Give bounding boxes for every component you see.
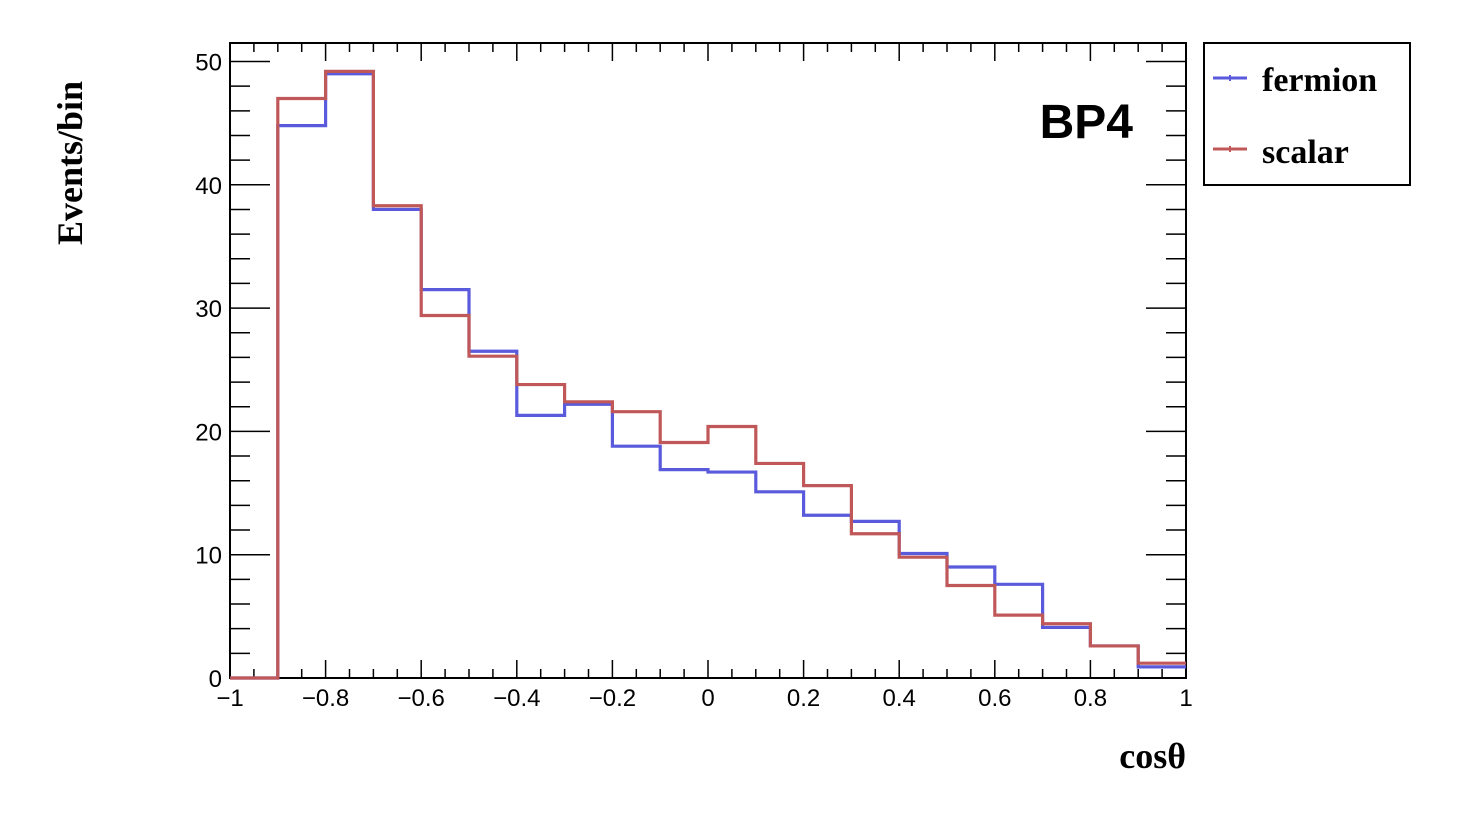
y-tick-label: 50 [195, 49, 222, 76]
annotation-label: BP4 [1040, 96, 1134, 149]
legend: fermion scalar [1203, 42, 1411, 186]
series-line-scalar [230, 69, 1186, 680]
legend-label-scalar: scalar [1262, 134, 1349, 171]
legend-label-fermion: fermion [1262, 62, 1377, 99]
x-tick-label: −1 [216, 685, 243, 712]
y-tick-label: 10 [195, 543, 222, 570]
x-tick-labels: −1 −0.8 −0.6 −0.4 −0.2 0 0.2 0.4 0.6 0.8 1 [216, 685, 1192, 712]
y-axis-title: Events/bin [50, 81, 90, 245]
x-tick-label: −0.4 [493, 685, 540, 712]
x-tick-label: 0.8 [1074, 685, 1107, 712]
x-tick-label: 0.6 [978, 685, 1011, 712]
y-tick-label: 30 [195, 296, 222, 323]
x-tick-label: −0.8 [302, 685, 349, 712]
y-tick-label: 40 [195, 173, 222, 200]
x-axis-title: cosθ [1119, 736, 1186, 776]
y-tick-labels: 0 10 20 30 40 50 [195, 49, 222, 693]
x-tick-label: 0.2 [787, 685, 820, 712]
y-tick-label: 20 [195, 419, 222, 446]
x-tick-label: 0.4 [883, 685, 916, 712]
x-tick-label: −0.2 [589, 685, 636, 712]
series-line-fermion [230, 72, 1186, 680]
x-tick-label: 0 [701, 685, 714, 712]
x-tick-label: 1 [1179, 685, 1192, 712]
series-layer [230, 69, 1186, 680]
legend-box [1203, 42, 1411, 186]
x-tick-label: −0.6 [398, 685, 445, 712]
y-tick-label: 0 [209, 666, 222, 693]
